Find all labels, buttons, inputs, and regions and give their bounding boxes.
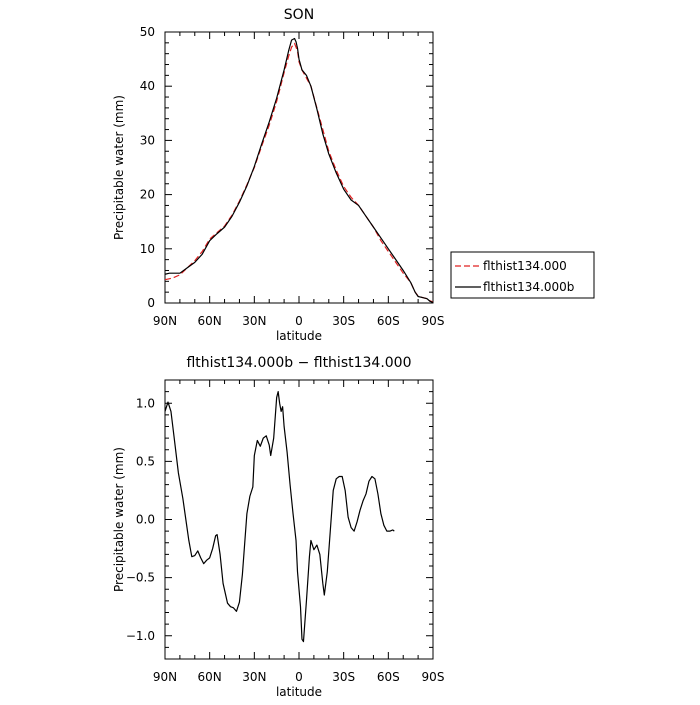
x-tick-label: 90N bbox=[153, 314, 177, 328]
plot-frame bbox=[164, 31, 434, 304]
plot-frame bbox=[164, 379, 434, 660]
series-line-1 bbox=[164, 42, 434, 303]
x-axis-title: latitude bbox=[276, 329, 322, 343]
y-tick-label: 50 bbox=[140, 25, 155, 39]
x-tick-label: 60N bbox=[198, 670, 222, 684]
y-tick-label: 1.0 bbox=[136, 396, 155, 410]
series-line-1 bbox=[164, 391, 395, 643]
x-tick-label: 30N bbox=[242, 670, 266, 684]
legend-label: flthist134.000b bbox=[483, 280, 574, 294]
x-tick-label: 30N bbox=[242, 314, 266, 328]
y-tick-label: 30 bbox=[140, 133, 155, 147]
y-tick-label: −1.0 bbox=[126, 629, 155, 643]
x-tick-label: 90S bbox=[422, 314, 445, 328]
x-tick-label: 0 bbox=[295, 314, 303, 328]
y-tick-label: 20 bbox=[140, 188, 155, 202]
x-tick-label: 90N bbox=[153, 670, 177, 684]
x-tick-label: 60S bbox=[377, 670, 400, 684]
y-tick-label: 10 bbox=[140, 242, 155, 256]
x-tick-label: 30S bbox=[332, 314, 355, 328]
legend: flthist134.000 flthist134.000b bbox=[450, 251, 595, 299]
x-tick-label: 0 bbox=[295, 670, 303, 684]
legend-box bbox=[450, 251, 595, 299]
chart-title: SON bbox=[284, 7, 314, 23]
chart-title: flthist134.000b − flthist134.000 bbox=[186, 355, 411, 371]
x-tick-label: 60S bbox=[377, 314, 400, 328]
chart-top: 90N 60N 30N 0 30S 60S 90S 0 10 20 30 40 50 SON latitud… bbox=[112, 7, 444, 343]
y-axis-title: Precipitable water (mm) bbox=[112, 447, 126, 592]
y-tick-label: 0.0 bbox=[136, 513, 155, 527]
x-axis-title: latitude bbox=[276, 685, 322, 699]
legend-label: flthist134.000 bbox=[483, 259, 567, 273]
y-axis-title: Precipitable water (mm) bbox=[112, 95, 126, 240]
series-line-2 bbox=[164, 37, 434, 304]
x-tick-label: 30S bbox=[332, 670, 355, 684]
x-tick-label: 90S bbox=[422, 670, 445, 684]
y-tick-label: −0.5 bbox=[126, 571, 155, 585]
chart-bottom: 90N 60N 30N 0 30S 60S 90S 1.0 0.5 0.0 −0.5 −1.0 flth… bbox=[112, 355, 444, 699]
x-tick-label: 60N bbox=[198, 314, 222, 328]
y-tick-label: 0 bbox=[147, 296, 155, 310]
y-tick-label: 40 bbox=[140, 79, 155, 93]
y-tick-label: 0.5 bbox=[136, 454, 155, 468]
